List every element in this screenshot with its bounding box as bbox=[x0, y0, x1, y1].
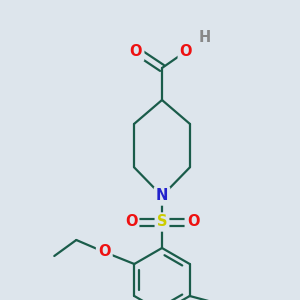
Text: O: O bbox=[180, 44, 192, 59]
Text: O: O bbox=[130, 44, 142, 59]
Text: O: O bbox=[187, 214, 199, 230]
Text: S: S bbox=[157, 214, 167, 230]
Text: O: O bbox=[125, 214, 137, 230]
Text: H: H bbox=[199, 31, 211, 46]
Text: N: N bbox=[156, 188, 168, 203]
Text: O: O bbox=[98, 244, 110, 260]
